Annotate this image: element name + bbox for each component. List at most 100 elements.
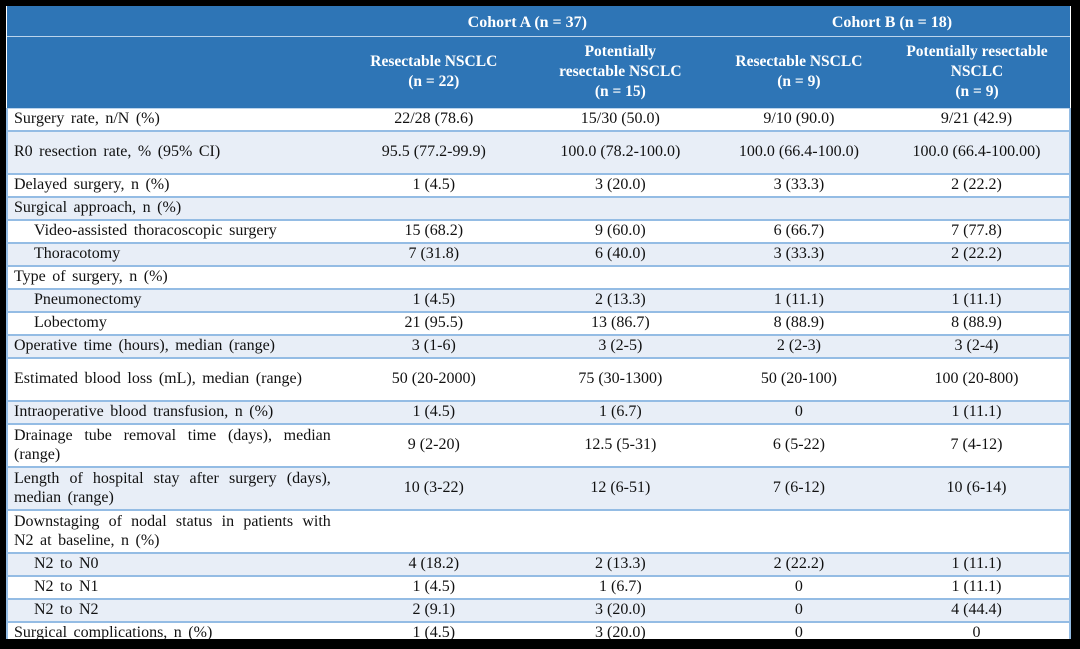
row-label: N2 to N2: [6, 599, 341, 623]
cell-value: 2 (13.3): [526, 289, 714, 313]
row-label: Delayed surgery, n (%): [6, 174, 341, 198]
cell-value: 100.0 (66.4-100.00): [883, 131, 1071, 175]
column-n-count: (n = 9): [777, 73, 821, 90]
cell-value: [883, 266, 1071, 290]
cell-value: 1 (4.5): [340, 289, 527, 313]
cell-value: [526, 266, 714, 290]
column-n-count: (n = 9): [955, 83, 999, 101]
cell-value: 0: [713, 576, 884, 600]
cell-value: [340, 197, 527, 221]
cohort-b-header: Cohort B (n = 18): [713, 6, 1070, 37]
cell-value: [713, 510, 884, 554]
table-row: N2 to N0 4 (18.2) 2 (13.3) 2 (22.2) 1 (1…: [6, 553, 1071, 577]
row-label: N2 to N1: [6, 576, 341, 600]
row-label: Operative time (hours), median (range): [6, 335, 341, 359]
row-label: Pneumonectomy: [6, 289, 341, 313]
cell-value: 7 (77.8): [883, 220, 1071, 244]
cell-value: [713, 266, 884, 290]
table-row: Pneumonectomy 1 (4.5) 2 (13.3) 1 (11.1) …: [6, 289, 1071, 313]
row-label: Downstaging of nodal status in patients …: [6, 510, 341, 554]
cell-value: 75 (30-1300): [526, 358, 714, 402]
table-row: Operative time (hours), median (range) 3…: [6, 335, 1071, 359]
cell-value: 8 (88.9): [713, 312, 884, 336]
cell-value: 15/30 (50.0): [526, 108, 714, 132]
cell-value: [340, 266, 527, 290]
column-n-count: (n = 15): [594, 83, 646, 101]
row-label: N2 to N0: [6, 553, 341, 577]
cell-value: 6 (5-22): [713, 424, 884, 468]
cell-value: 6 (66.7): [713, 220, 884, 244]
cell-value: 0: [713, 599, 884, 623]
cell-value: 2 (13.3): [526, 553, 714, 577]
cell-value: 3 (20.0): [526, 622, 714, 639]
table-area: Cohort A (n = 37) Cohort B (n = 18) Rese…: [6, 6, 1071, 639]
surgical-outcomes-table: Cohort A (n = 37) Cohort B (n = 18) Rese…: [6, 6, 1071, 639]
column-name: Potentially resectable NSCLC: [559, 42, 682, 80]
column-name: Potentially resectable NSCLC: [906, 42, 1048, 80]
cell-value: 7 (6-12): [713, 467, 884, 511]
cell-value: 3 (1-6): [340, 335, 527, 359]
row-label: R0 resection rate, % (95% CI): [6, 131, 341, 175]
column-header-resectable-b: Resectable NSCLC (n = 9): [713, 36, 884, 109]
row-label: Surgical approach, n (%): [6, 197, 341, 221]
table-row: R0 resection rate, % (95% CI) 95.5 (77.2…: [6, 131, 1071, 175]
row-label: Surgery rate, n/N (%): [6, 108, 341, 132]
cell-value: 1 (4.5): [340, 174, 527, 198]
table-row: N2 to N1 1 (4.5) 1 (6.7) 0 1 (11.1): [6, 576, 1071, 600]
cell-value: 2 (2-3): [713, 335, 884, 359]
cell-value: 1 (6.7): [526, 576, 714, 600]
cell-value: 4 (44.4): [883, 599, 1071, 623]
cell-value: 1 (11.1): [883, 576, 1071, 600]
cell-value: 3 (20.0): [526, 599, 714, 623]
cell-value: 100 (20-800): [883, 358, 1071, 402]
table-row: Downstaging of nodal status in patients …: [6, 510, 1071, 554]
header-corner-cell: [7, 6, 341, 37]
table-row: Lobectomy 21 (95.5) 13 (86.7) 8 (88.9) 8…: [6, 312, 1071, 336]
cell-value: 2 (22.2): [883, 174, 1071, 198]
cohort-a-header: Cohort A (n = 37): [340, 6, 714, 37]
cell-value: 2 (22.2): [883, 243, 1071, 267]
cell-value: 2 (22.2): [713, 553, 884, 577]
header-corner-cell: [7, 36, 341, 109]
cell-value: 12 (6-51): [526, 467, 714, 511]
cell-value: [526, 510, 714, 554]
cell-value: 3 (20.0): [526, 174, 714, 198]
cell-value: 0: [713, 622, 884, 639]
table-row: Surgery rate, n/N (%) 22/28 (78.6) 15/30…: [6, 108, 1071, 132]
cell-value: 4 (18.2): [340, 553, 527, 577]
row-label: Surgical complications, n (%): [6, 622, 341, 639]
cell-value: 0: [883, 622, 1071, 639]
column-header-row: Resectable NSCLC (n = 22) Potentially re…: [7, 36, 1070, 109]
cell-value: 1 (11.1): [883, 289, 1071, 313]
table-row: Estimated blood loss (mL), median (range…: [6, 358, 1071, 402]
row-label: Intraoperative blood transfusion, n (%): [6, 401, 341, 425]
table-row: Surgical complications, n (%) 1 (4.5) 3 …: [6, 622, 1071, 639]
cell-value: [883, 197, 1071, 221]
cell-value: [883, 510, 1071, 554]
cell-value: 9/10 (90.0): [713, 108, 884, 132]
row-label: Video-assisted thoracoscopic surgery: [6, 220, 341, 244]
cell-value: 1 (11.1): [713, 289, 884, 313]
table-row: Length of hospital stay after surgery (d…: [6, 467, 1071, 511]
table-row: Delayed surgery, n (%) 1 (4.5) 3 (20.0) …: [6, 174, 1071, 198]
table-row: Drainage tube removal time (days), media…: [6, 424, 1071, 468]
cell-value: 7 (4-12): [883, 424, 1071, 468]
cell-value: [526, 197, 714, 221]
table-body: Surgery rate, n/N (%) 22/28 (78.6) 15/30…: [6, 108, 1071, 639]
row-label: Length of hospital stay after surgery (d…: [6, 467, 341, 511]
cell-value: 1 (11.1): [883, 401, 1071, 425]
cell-value: 9 (2-20): [340, 424, 527, 468]
cell-value: 6 (40.0): [526, 243, 714, 267]
column-header-resectable-a: Resectable NSCLC (n = 22): [340, 36, 527, 109]
cell-value: [713, 197, 884, 221]
table-row: Intraoperative blood transfusion, n (%) …: [6, 401, 1071, 425]
row-label: Thoracotomy: [6, 243, 341, 267]
cell-value: [340, 510, 527, 554]
cell-value: 9 (60.0): [526, 220, 714, 244]
cell-value: 21 (95.5): [340, 312, 527, 336]
cell-value: 10 (3-22): [340, 467, 527, 511]
row-label: Estimated blood loss (mL), median (range…: [6, 358, 341, 402]
cell-value: 3 (2-4): [883, 335, 1071, 359]
row-label: Lobectomy: [6, 312, 341, 336]
cell-value: 7 (31.8): [340, 243, 527, 267]
